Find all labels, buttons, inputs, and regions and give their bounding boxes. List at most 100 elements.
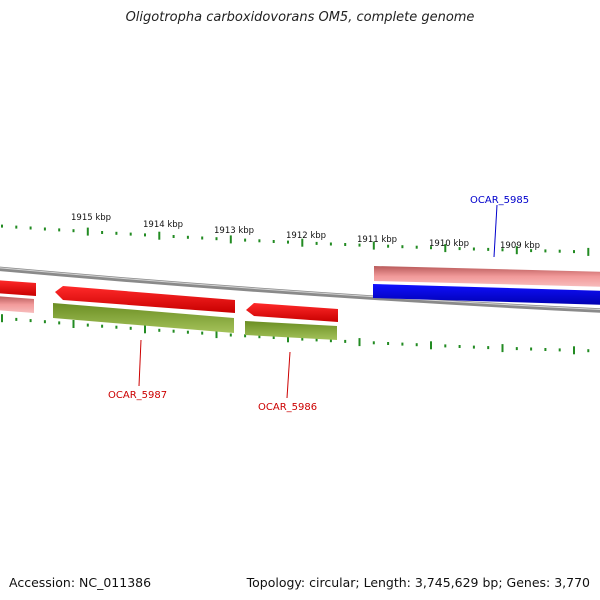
leader-ocar-5987 [138, 339, 142, 387]
gene-ocar-5986[interactable] [246, 303, 338, 322]
tick-label-1912: 1912 kbp [286, 231, 326, 241]
outer-tick-15 [215, 237, 218, 241]
inner-tick-25 [358, 338, 361, 347]
inner-tick-22 [315, 338, 318, 342]
outer-tick-12 [172, 235, 175, 238]
outer-tick-38 [544, 249, 547, 253]
outer-tick-20 [287, 240, 289, 244]
inner-tick-2 [29, 319, 32, 323]
gene-label-ocar-5985[interactable]: OCAR_5985 [470, 195, 529, 206]
inner-tick-34 [487, 346, 490, 350]
outer-tick-28 [401, 245, 404, 249]
outer-tick-34 [487, 247, 490, 251]
genome-backbone [0, 266, 600, 313]
outer-tick-31 [444, 244, 447, 253]
accession-info: Accession: NC_011386 [9, 575, 152, 590]
inner-tick-1 [15, 317, 18, 321]
inner-tick-8 [115, 325, 118, 329]
outer-tick-13 [186, 235, 189, 239]
inner-tick-39 [558, 348, 561, 352]
inner-tick-40 [573, 346, 575, 355]
inner-tick-16 [229, 333, 232, 337]
inner-tick-6 [86, 323, 89, 327]
gene-partial-left[interactable] [0, 280, 36, 296]
outer-tick-4 [58, 228, 61, 232]
inner-tick-17 [244, 334, 247, 338]
outer-tick-30 [430, 246, 432, 250]
inner-tick-31 [444, 344, 447, 348]
inner-tick-3 [43, 320, 46, 324]
inner-tick-4 [58, 321, 61, 325]
inner-tick-0 [1, 314, 3, 323]
inner-tick-30 [430, 341, 432, 350]
outer-tick-29 [415, 245, 418, 249]
outer-tick-19 [272, 240, 275, 243]
inner-tick-track [1, 314, 590, 355]
outer-tick-6 [86, 227, 89, 236]
outer-tick-39 [558, 249, 561, 253]
outer-tick-26 [372, 241, 375, 250]
inner-tick-41 [587, 349, 590, 353]
gene-ocar-5987[interactable] [55, 286, 235, 313]
outer-tick-25 [358, 243, 361, 247]
outer-tick-1 [15, 225, 18, 229]
outer-tick-3 [43, 227, 46, 231]
gene-label-ocar-5986[interactable]: OCAR_5986 [258, 402, 317, 413]
inner-tick-19 [272, 336, 275, 339]
inner-tick-38 [544, 348, 547, 351]
inner-tick-26 [372, 341, 375, 345]
inner-tick-11 [158, 328, 161, 332]
outer-tick-11 [158, 231, 161, 240]
outer-tick-41 [587, 247, 590, 256]
inner-tick-21 [301, 337, 304, 341]
inner-tick-27 [387, 342, 390, 345]
inner-tick-37 [530, 347, 533, 351]
topology-info: Topology: circular; Length: 3,745,629 bp… [246, 575, 590, 590]
outer-tick-track [1, 224, 590, 256]
gene-band-ocar-5987 [53, 303, 234, 333]
gene-ocar-5985[interactable] [373, 284, 600, 305]
inner-tick-29 [415, 343, 418, 347]
outer-tick-14 [201, 236, 204, 240]
inner-tick-36 [515, 347, 518, 351]
inner-tick-5 [72, 320, 75, 328]
inner-tick-10 [144, 325, 146, 334]
inner-tick-13 [186, 330, 189, 334]
inner-tick-7 [101, 324, 104, 328]
gene-band-partial-left [0, 296, 34, 313]
outer-tick-2 [29, 226, 32, 230]
inner-tick-20 [287, 334, 289, 343]
tick-label-1914: 1914 kbp [143, 220, 183, 230]
outer-tick-16 [229, 235, 232, 244]
outer-tick-5 [72, 229, 75, 233]
inner-tick-15 [215, 330, 218, 339]
inner-tick-24 [344, 339, 347, 343]
tick-label-1909: 1909 kbp [500, 241, 540, 251]
gene-label-ocar-5987[interactable]: OCAR_5987 [108, 390, 167, 401]
outer-tick-36 [515, 246, 518, 255]
outer-tick-40 [573, 250, 575, 254]
outer-tick-10 [144, 233, 146, 237]
outer-tick-18 [258, 239, 261, 243]
tick-label-1911: 1911 kbp [357, 235, 397, 245]
tick-label-1910: 1910 kbp [429, 239, 469, 249]
outer-tick-7 [101, 231, 104, 234]
inner-tick-23 [329, 339, 332, 343]
outer-tick-17 [244, 238, 247, 242]
inner-tick-9 [129, 326, 132, 330]
outer-tick-35 [501, 248, 504, 252]
leader-ocar-5986 [286, 351, 291, 399]
inner-tick-33 [472, 345, 475, 349]
outer-tick-37 [530, 249, 533, 253]
outer-tick-32 [458, 247, 461, 251]
outer-tick-27 [387, 244, 390, 248]
inner-tick-18 [258, 335, 261, 339]
tick-label-1913: 1913 kbp [214, 226, 254, 236]
gene-band-ocar-5986 [245, 321, 337, 340]
genome-title: Oligotropha carboxidovorans OM5, complet… [125, 10, 475, 25]
inner-tick-32 [458, 345, 461, 348]
outer-tick-9 [129, 232, 132, 236]
outer-tick-22 [315, 241, 318, 245]
inner-tick-14 [201, 331, 204, 335]
